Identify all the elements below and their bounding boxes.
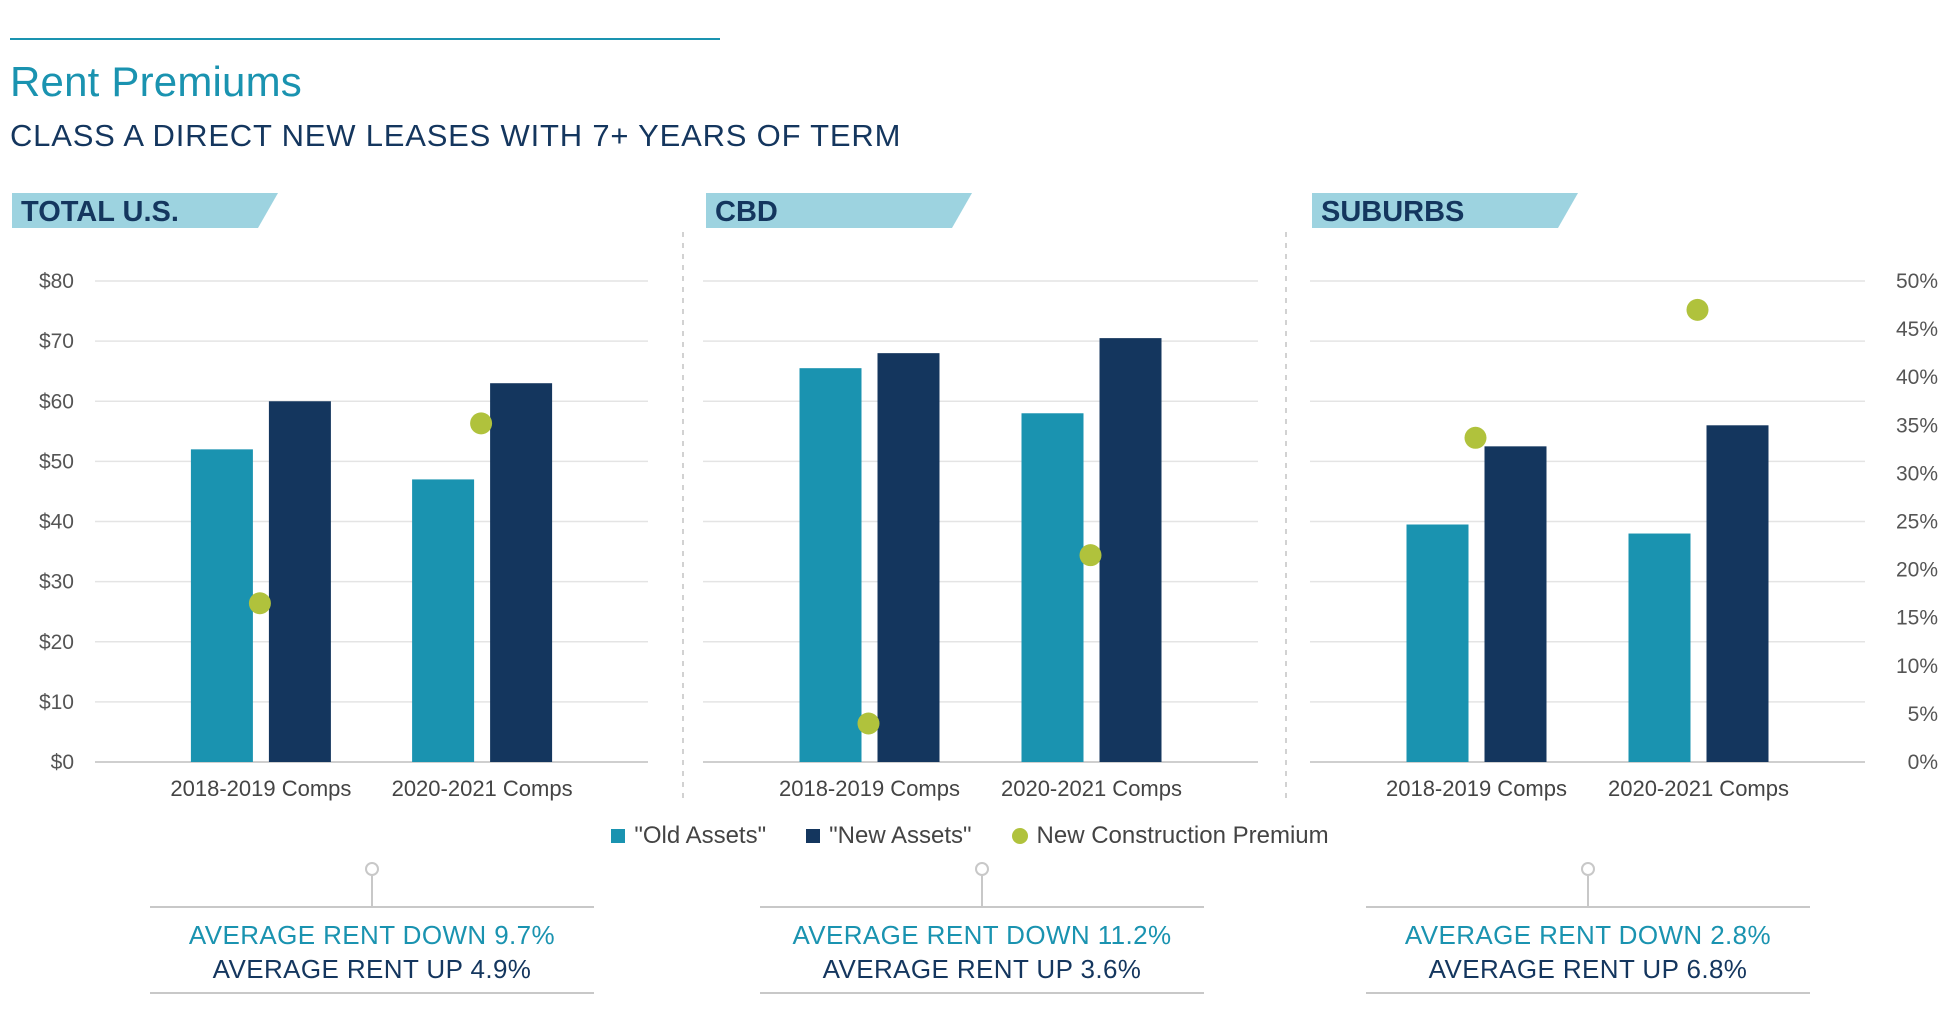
y-tick-label: $50 xyxy=(39,450,74,473)
summary-up-text: AVERAGE RENT UP 4.9% xyxy=(212,954,532,984)
bar-new-assets xyxy=(490,383,553,762)
title-rule xyxy=(10,38,720,40)
premium-point xyxy=(470,412,493,435)
premium-point xyxy=(1079,544,1102,567)
new-assets-swatch xyxy=(806,829,821,843)
summary-rule-bottom xyxy=(150,992,594,994)
summary-rule-bottom xyxy=(760,992,1204,994)
y2-tick-label: 15% xyxy=(1896,607,1938,630)
y2-tick-label: 25% xyxy=(1896,511,1938,534)
y-tick-label: $20 xyxy=(39,631,74,654)
premium-point xyxy=(1464,426,1487,449)
y-tick-label: $30 xyxy=(39,571,74,594)
summary-up-text: AVERAGE RENT UP 6.8% xyxy=(1428,954,1748,984)
category-label: 2020-2021 Comps xyxy=(1001,776,1182,801)
y2-tick-label: 40% xyxy=(1896,366,1938,389)
pin-marker xyxy=(975,862,989,876)
summary-total-us: AVERAGE RENT DOWN 9.7% AVERAGE RENT UP 4… xyxy=(150,862,594,994)
chart-legend: "Old Assets" "New Assets" New Constructi… xyxy=(0,822,1940,850)
y2-tick-label: 45% xyxy=(1896,318,1938,341)
summary-cbd: AVERAGE RENT DOWN 11.2% AVERAGE RENT UP … xyxy=(760,862,1204,994)
bar-old-assets xyxy=(1628,533,1691,762)
bar-old-assets xyxy=(412,479,475,762)
page-subtitle: CLASS A DIRECT NEW LEASES WITH 7+ YEARS … xyxy=(10,118,902,153)
y2-tick-label: 30% xyxy=(1896,462,1938,485)
category-label: 2020-2021 Comps xyxy=(1608,776,1789,801)
bar-old-assets xyxy=(1406,524,1469,762)
summary-down-text: AVERAGE RENT DOWN 2.8% xyxy=(1404,920,1772,950)
y-tick-label: $0 xyxy=(51,751,74,774)
y-tick-label: $80 xyxy=(39,270,74,293)
pin-stem xyxy=(371,876,373,906)
premium-point xyxy=(1686,298,1709,321)
legend-label-old-assets: "Old Assets" xyxy=(634,822,767,849)
page-title: Rent Premiums xyxy=(10,58,303,105)
y-tick-label: $10 xyxy=(39,691,74,714)
bar-old-assets xyxy=(799,368,862,762)
summary-suburbs: AVERAGE RENT DOWN 2.8% AVERAGE RENT UP 6… xyxy=(1366,862,1810,994)
summary-down-text: AVERAGE RENT DOWN 9.7% xyxy=(188,920,556,950)
bar-old-assets xyxy=(190,449,253,762)
y2-tick-label: 50% xyxy=(1896,270,1938,293)
panel-title: SUBURBS xyxy=(1321,196,1464,228)
panel-banner xyxy=(12,193,278,228)
category-label: 2018-2019 Comps xyxy=(1386,776,1567,801)
y2-tick-label: 5% xyxy=(1908,703,1938,726)
pin-marker xyxy=(1581,862,1595,876)
category-label: 2018-2019 Comps xyxy=(170,776,351,801)
y2-tick-label: 0% xyxy=(1908,751,1938,774)
pin-stem xyxy=(1587,876,1589,906)
y-tick-label: $60 xyxy=(39,390,74,413)
bar-new-assets xyxy=(1099,338,1162,762)
rent-premium-chart: TOTAL U.S. 2018-2019 Comps 2020-2021 Comps… xyxy=(12,193,1938,801)
premium-point xyxy=(857,712,880,735)
panel-banner xyxy=(706,193,972,228)
summary-rule-top xyxy=(760,906,1204,908)
legend-item-old-assets: "Old Assets" xyxy=(611,822,766,850)
panel-title: CBD xyxy=(715,196,778,228)
bar-new-assets xyxy=(1484,446,1547,762)
category-label: 2020-2021 Comps xyxy=(392,776,573,801)
panel-title: TOTAL U.S. xyxy=(21,196,179,228)
premium-swatch xyxy=(1011,828,1028,844)
premium-point xyxy=(248,592,271,615)
bar-new-assets xyxy=(1706,425,1769,762)
y2-tick-label: 20% xyxy=(1896,559,1938,582)
y-tick-label: $70 xyxy=(39,330,74,353)
bar-new-assets xyxy=(268,401,331,762)
summary-rule-top xyxy=(1366,906,1810,908)
summary-rule-bottom xyxy=(1366,992,1810,994)
summary-up-text: AVERAGE RENT UP 3.6% xyxy=(822,954,1142,984)
pin-marker xyxy=(365,862,379,876)
legend-label-premium: New Construction Premium xyxy=(1036,822,1329,849)
y-tick-label: $40 xyxy=(39,511,74,534)
panel-banner xyxy=(1312,193,1578,228)
legend-item-new-assets: "New Assets" xyxy=(806,822,972,850)
bar-old-assets xyxy=(1021,413,1084,762)
y2-tick-label: 10% xyxy=(1896,655,1938,678)
old-assets-swatch xyxy=(611,829,626,843)
legend-item-premium: New Construction Premium xyxy=(1011,822,1329,850)
y2-tick-label: 35% xyxy=(1896,414,1938,437)
category-label: 2018-2019 Comps xyxy=(779,776,960,801)
bar-new-assets xyxy=(877,353,940,762)
pin-stem xyxy=(981,876,983,906)
legend-label-new-assets: "New Assets" xyxy=(829,822,972,849)
summary-down-text: AVERAGE RENT DOWN 11.2% xyxy=(792,920,1172,950)
summary-rule-top xyxy=(150,906,594,908)
